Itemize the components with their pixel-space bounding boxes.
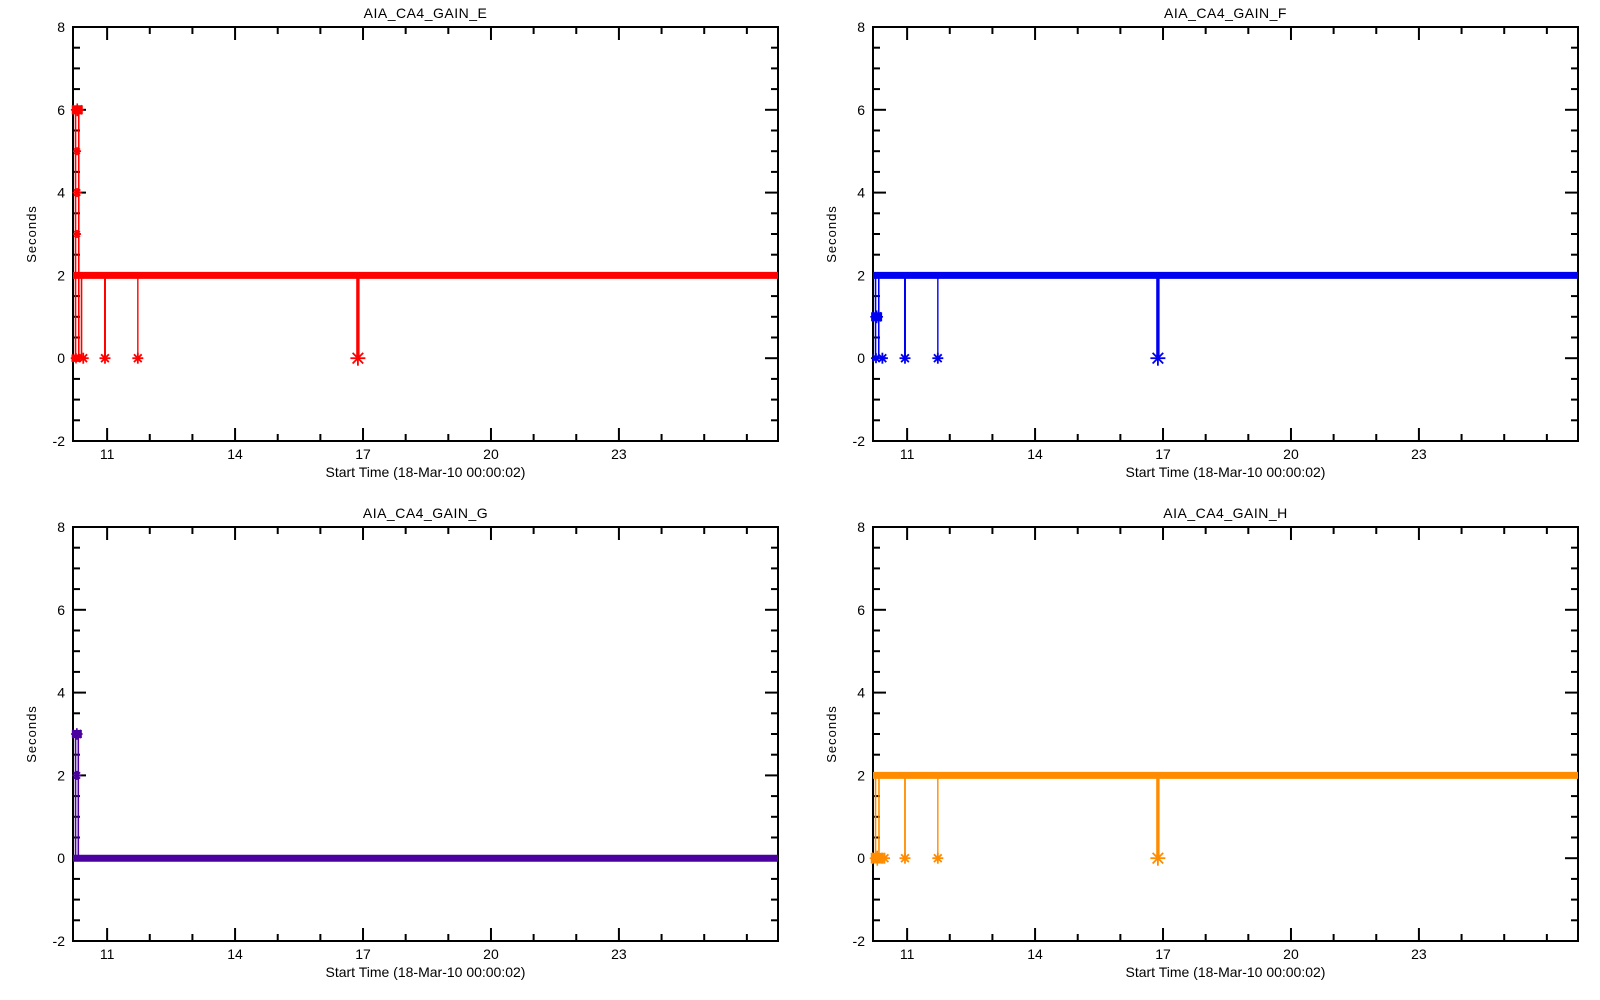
series-gain-g [71, 728, 778, 862]
y-tick-label: 6 [57, 102, 65, 118]
y-tick-label: 4 [857, 685, 865, 701]
asterisk-marker [72, 188, 82, 198]
blob-marker [70, 103, 84, 117]
y-tick-label: 2 [57, 767, 65, 783]
asterisk-marker [876, 352, 888, 364]
x-tick-label: 23 [611, 446, 627, 462]
y-axis-label: Seconds [824, 205, 839, 263]
axes [872, 526, 1579, 942]
y-tick-label: 8 [57, 19, 65, 35]
x-tick-label: 17 [355, 446, 371, 462]
axes [72, 526, 779, 942]
asterisk-marker [73, 230, 82, 238]
y-tick-label: 8 [857, 519, 865, 535]
asterisk-marker [899, 852, 911, 864]
asterisk-marker [132, 352, 144, 364]
x-tick-label: 20 [1283, 946, 1299, 962]
y-tick-label: 6 [857, 602, 865, 618]
x-tick-label: 20 [483, 946, 499, 962]
plot-title: AIA_CA4_GAIN_E [364, 5, 488, 21]
axis-labels: AIA_CA4_GAIN_H 11 14 17 20 23 -2 0 2 4 6 8 Start Tim… [824, 505, 1427, 980]
y-tick-label: -2 [53, 933, 66, 949]
series-gain-e [70, 103, 778, 366]
asterisk-marker [932, 852, 944, 864]
axis-labels: AIA_CA4_GAIN_G 11 14 17 20 23 -2 0 2 4 6 8 Start Tim… [24, 505, 627, 980]
asterisk-marker [932, 352, 944, 364]
x-tick-label: 11 [100, 946, 115, 962]
plot-title: AIA_CA4_GAIN_G [363, 505, 488, 521]
x-tick-label: 20 [1283, 446, 1299, 462]
asterisk-marker [1150, 350, 1166, 366]
axis-labels: AIA_CA4_GAIN_E 11 14 17 20 23 -2 0 2 4 6 8 Start Tim… [24, 5, 627, 480]
x-tick-label: 20 [483, 446, 499, 462]
y-axis-label: Seconds [24, 705, 39, 763]
plot-title: AIA_CA4_GAIN_F [1164, 5, 1287, 21]
asterisk-marker [99, 352, 111, 364]
x-tick-label: 17 [355, 946, 371, 962]
asterisk-marker [1150, 850, 1166, 866]
asterisk-marker [899, 352, 911, 364]
x-tick-label: 14 [227, 446, 243, 462]
asterisk-marker [73, 147, 82, 156]
y-tick-label: 0 [57, 350, 65, 366]
y-tick-label: 8 [857, 19, 865, 35]
y-tick-label: 0 [57, 850, 65, 866]
blob-marker [870, 310, 884, 324]
plot-aia-ca4-gain-h: AIA_CA4_GAIN_H 11 14 17 20 23 -2 0 2 4 6 8 Start Tim… [800, 500, 1600, 1000]
y-tick-label: 8 [57, 519, 65, 535]
plot-aia-ca4-gain-e: AIA_CA4_GAIN_E 11 14 17 20 23 -2 0 2 4 6 8 Start Tim… [0, 0, 800, 500]
y-tick-label: 4 [857, 185, 865, 201]
asterisk-marker [350, 350, 366, 366]
x-axis-label: Start Time (18-Mar-10 00:00:02) [1126, 464, 1326, 480]
asterisk-marker [870, 353, 881, 364]
x-tick-label: 14 [1027, 446, 1043, 462]
y-tick-label: 0 [857, 850, 865, 866]
asterisk-marker [77, 352, 89, 364]
y-axis-label: Seconds [824, 705, 839, 763]
y-tick-label: 2 [857, 267, 865, 283]
x-tick-label: 14 [1027, 946, 1043, 962]
x-axis-label: Start Time (18-Mar-10 00:00:02) [326, 964, 526, 980]
y-tick-label: -2 [853, 433, 866, 449]
y-tick-label: 6 [57, 602, 65, 618]
axes [72, 26, 779, 442]
axis-labels: AIA_CA4_GAIN_F 11 14 17 20 23 -2 0 2 4 6 8 Start Tim… [824, 5, 1427, 480]
plot-aia-ca4-gain-f: AIA_CA4_GAIN_F 11 14 17 20 23 -2 0 2 4 6 8 Start Tim… [800, 0, 1600, 500]
x-axis-label: Start Time (18-Mar-10 00:00:02) [326, 464, 526, 480]
y-tick-label: 2 [57, 267, 65, 283]
y-axis-label: Seconds [24, 205, 39, 263]
series-gain-h [869, 771, 1578, 866]
y-tick-label: -2 [53, 433, 66, 449]
x-tick-label: 23 [611, 946, 627, 962]
x-tick-label: 17 [1155, 446, 1171, 462]
x-tick-label: 23 [1411, 446, 1427, 462]
x-tick-label: 23 [1411, 946, 1427, 962]
asterisk-marker [879, 852, 891, 864]
asterisk-marker [72, 770, 82, 780]
x-tick-label: 11 [900, 446, 915, 462]
plot-title: AIA_CA4_GAIN_H [1163, 505, 1288, 521]
y-tick-label: 4 [57, 685, 65, 701]
x-axis-label: Start Time (18-Mar-10 00:00:02) [1126, 964, 1326, 980]
x-tick-label: 11 [900, 946, 915, 962]
x-tick-label: 17 [1155, 946, 1171, 962]
y-tick-label: 0 [857, 350, 865, 366]
series-gain-f [870, 271, 1578, 366]
y-tick-label: -2 [853, 933, 866, 949]
blob-marker [71, 728, 83, 740]
x-tick-label: 14 [227, 946, 243, 962]
y-tick-label: 4 [57, 185, 65, 201]
y-tick-label: 6 [857, 102, 865, 118]
y-tick-label: 2 [857, 767, 865, 783]
plot-aia-ca4-gain-g: AIA_CA4_GAIN_G 11 14 17 20 23 -2 0 2 4 6 8 Start Tim… [0, 500, 800, 1000]
x-tick-label: 11 [100, 446, 115, 462]
axes [872, 26, 1579, 442]
